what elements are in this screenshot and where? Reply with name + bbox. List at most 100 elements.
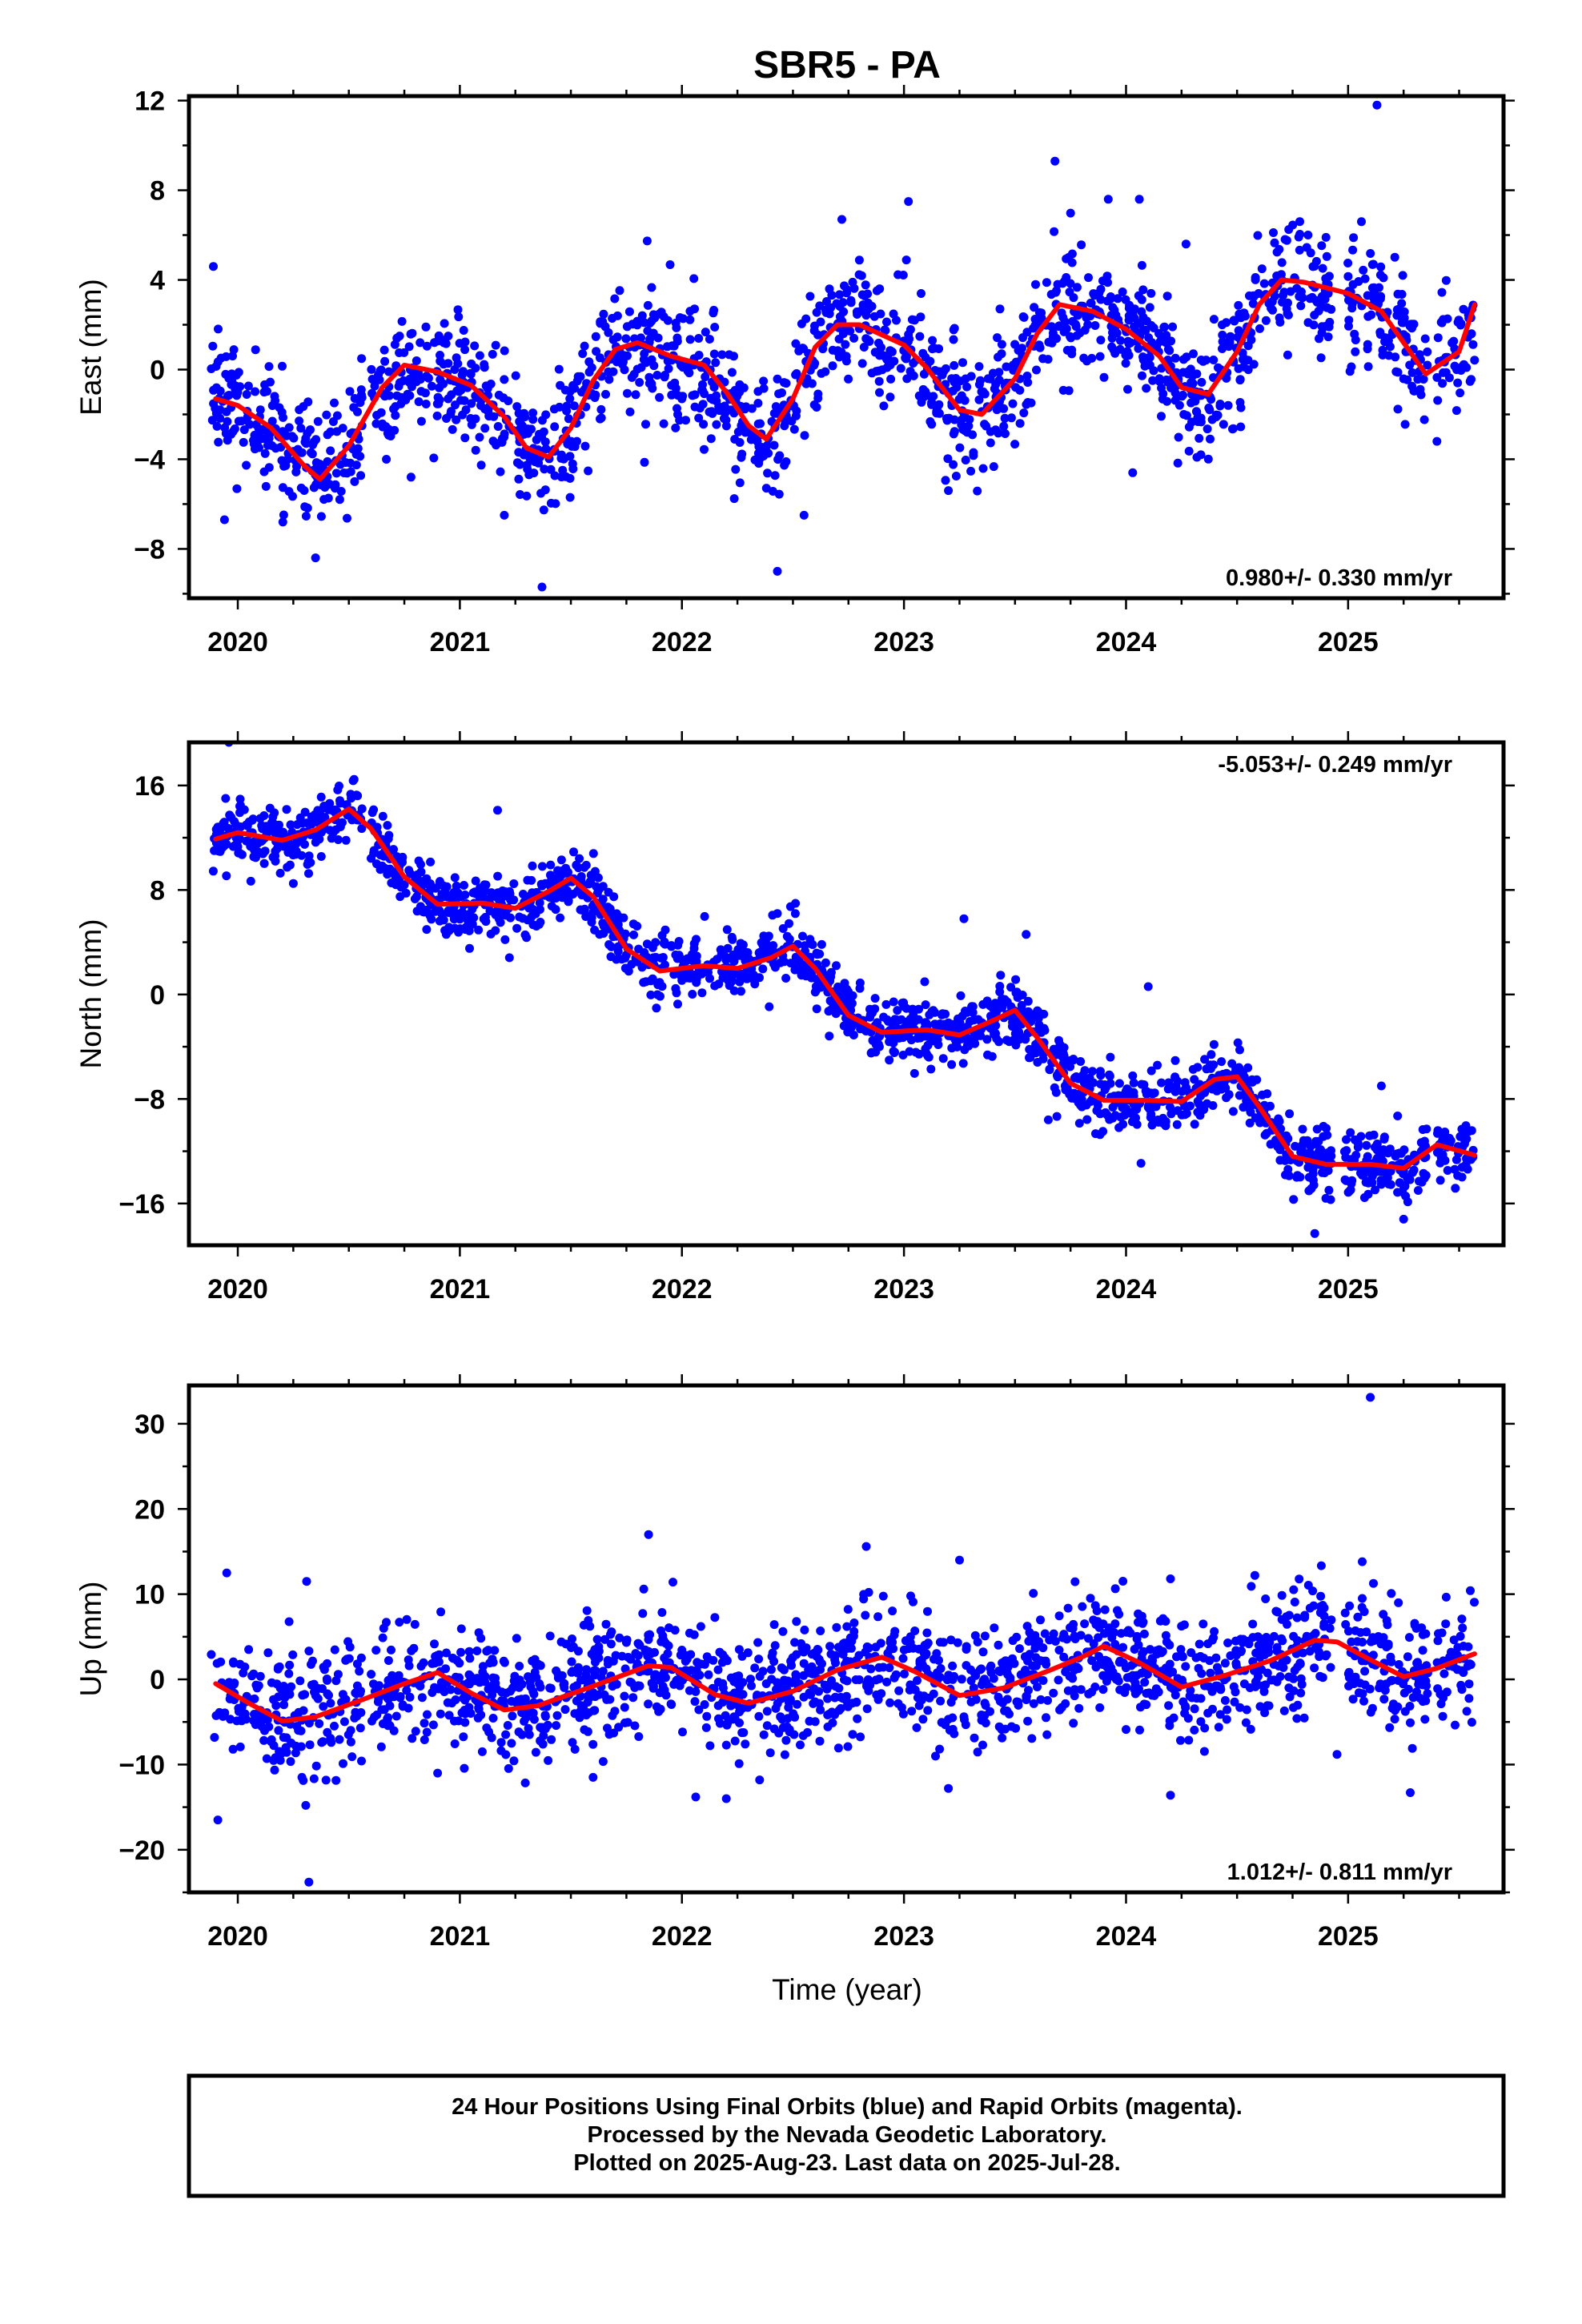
data-point [621,334,631,344]
data-point [841,356,851,366]
data-point [322,410,331,420]
data-point [488,1673,498,1683]
data-point [1157,412,1166,421]
data-point [271,856,280,866]
data-point [689,274,699,283]
data-point [528,415,538,424]
data-point [1415,350,1424,360]
data-point [849,1618,859,1627]
x-tick-label: 2021 [430,627,491,657]
data-point [317,1738,327,1747]
data-point [909,316,919,325]
data-point [1312,1124,1322,1134]
data-point [1421,1629,1431,1638]
data-point [899,998,909,1007]
data-point [608,1656,618,1666]
data-point [678,1727,687,1737]
data-point [1158,1119,1168,1128]
data-point [794,346,804,356]
data-point [1177,392,1186,401]
data-point [867,302,877,311]
data-point [580,341,589,351]
data-point [1179,1620,1189,1630]
data-point [765,1002,774,1011]
data-point [1001,429,1010,438]
data-point [921,1664,931,1674]
data-point [550,471,560,480]
data-point [527,875,536,885]
data-point [247,1671,257,1681]
data-point [642,236,652,246]
data-point [747,404,757,413]
data-point [923,1706,933,1715]
x-tick-label: 2021 [430,1274,491,1305]
data-point [729,1712,739,1722]
data-point [345,387,355,396]
data-point [591,1658,600,1667]
data-point [825,1642,835,1651]
data-point [908,1004,917,1014]
data-point [995,982,1005,991]
data-point [1393,1188,1403,1197]
data-point [396,892,405,902]
data-point [465,1654,475,1663]
data-point [1118,1577,1128,1586]
data-point [705,335,714,344]
data-point [515,460,524,469]
data-point [1220,1659,1230,1668]
data-point [708,395,717,404]
data-point [279,510,288,520]
data-point [953,1042,962,1051]
data-point [731,464,741,474]
data-point [1079,353,1089,363]
data-point [1043,1695,1052,1705]
data-point [398,852,408,862]
data-point [1435,1689,1445,1699]
data-point [1038,1054,1048,1063]
data-point [1009,1037,1018,1047]
data-point [623,964,632,974]
data-point [1345,1601,1355,1610]
data-point [620,365,629,375]
data-point [1008,399,1018,408]
data-point [1188,379,1198,388]
data-point [754,459,764,468]
data-point [823,1722,833,1731]
data-point [950,360,959,370]
data-point [1095,1130,1105,1140]
data-point [604,375,614,384]
data-point [420,388,430,398]
data-point [1106,1052,1115,1062]
data-point [635,378,644,387]
data-point [1231,1651,1241,1660]
data-point [369,846,379,855]
data-point [727,368,737,377]
data-point [341,1655,351,1665]
data-point [1084,273,1093,283]
data-point [1443,1166,1452,1175]
data-point [303,397,313,407]
data-point [385,1701,395,1711]
data-point [284,423,294,432]
data-point [1118,1642,1128,1652]
data-point [500,1658,509,1667]
data-point [284,1669,294,1679]
data-point [1018,344,1026,353]
data-point [898,1654,908,1663]
data-point [1163,1084,1173,1094]
data-point [652,1003,661,1013]
data-point [1062,324,1071,333]
data-point-outlier [1143,982,1153,991]
data-point [1235,1045,1244,1055]
chart-title: SBR5 - PA [753,44,941,86]
data-point [1363,362,1373,372]
data-point [608,1711,617,1720]
x-tick-label: 2022 [652,627,713,657]
data-point [982,1035,992,1044]
data-point [1025,1650,1034,1659]
data-point [501,1730,511,1739]
data-point [615,350,624,360]
data-point [913,1693,922,1703]
data-point [1405,321,1415,331]
